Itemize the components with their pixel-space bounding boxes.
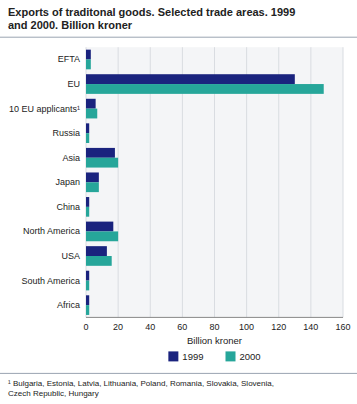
category-label: EFTA [58, 54, 80, 64]
legend-label: 1999 [182, 351, 203, 362]
category-label: Asia [62, 153, 80, 163]
legend-swatch [226, 351, 236, 361]
plot-area [86, 47, 343, 317]
x-axis: 0 20 40 60 80 100 120 140 160 [83, 47, 350, 332]
bar [86, 99, 96, 109]
category-label: North America [23, 226, 80, 236]
category-label: South America [21, 276, 80, 286]
footnote: ¹ Bulgaria, Estonia, Latvia, Lithuania, … [8, 379, 274, 398]
category-label: China [56, 202, 80, 212]
tick-label: 160 [335, 322, 350, 332]
tick-label: 0 [83, 322, 88, 332]
bar [86, 207, 89, 217]
chart: Exports of traditonal goods. Selected tr… [0, 0, 357, 404]
grid-line [343, 47, 344, 317]
bar [86, 271, 89, 281]
bar [86, 197, 89, 207]
category-label: USA [61, 251, 80, 261]
category-label: Japan [55, 177, 80, 187]
axis-line [86, 317, 343, 318]
tick-label: 120 [271, 322, 286, 332]
legend-label: 2000 [240, 351, 261, 362]
axis-label: Billion kroner [187, 335, 242, 346]
tick-label: 60 [177, 322, 187, 332]
bar [86, 148, 115, 158]
category-label: Russia [52, 128, 80, 138]
bar [86, 172, 99, 182]
category-label: EU [67, 79, 80, 89]
bar [86, 59, 91, 69]
bar [86, 256, 112, 266]
title: Exports of traditonal goods. Selected tr… [8, 6, 295, 31]
bar [86, 123, 89, 133]
legend-item: 2000 [226, 351, 261, 362]
bar [86, 133, 89, 143]
separator [0, 373, 357, 374]
tick-label: 40 [145, 322, 155, 332]
legend-swatch [168, 351, 178, 361]
tick-label: 140 [303, 322, 318, 332]
bar [86, 74, 295, 84]
bar [86, 50, 91, 60]
bar [86, 231, 118, 241]
bar [86, 158, 118, 168]
y-axis: EFTA EU 10 EU applicants¹ Russia Asia Japan Ch… [9, 54, 80, 310]
bar [86, 84, 324, 94]
bar [86, 222, 113, 232]
bar [86, 182, 99, 192]
bar [86, 295, 89, 305]
tick-label: 20 [113, 322, 123, 332]
separator [0, 37, 357, 38]
bar [86, 109, 97, 119]
bar [86, 305, 89, 315]
tick-label: 80 [209, 322, 219, 332]
legend: 1999 2000 [168, 351, 260, 362]
bar [86, 281, 89, 291]
category-label: 10 EU applicants¹ [9, 104, 80, 114]
legend-item: 1999 [168, 351, 203, 362]
tick-label: 100 [239, 322, 254, 332]
bars [86, 50, 324, 315]
bar [86, 246, 107, 256]
category-label: Africa [57, 300, 80, 310]
